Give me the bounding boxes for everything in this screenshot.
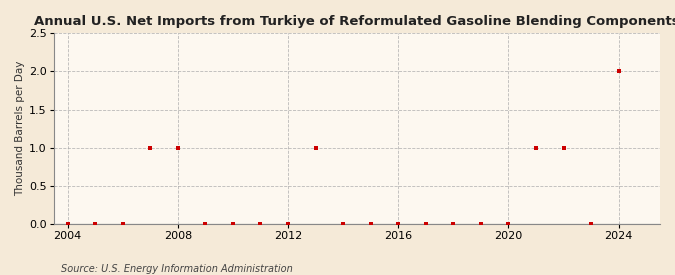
Title: Annual U.S. Net Imports from Turkiye of Reformulated Gasoline Blending Component: Annual U.S. Net Imports from Turkiye of … [34, 15, 675, 28]
Y-axis label: Thousand Barrels per Day: Thousand Barrels per Day [15, 61, 25, 196]
Text: Source: U.S. Energy Information Administration: Source: U.S. Energy Information Administ… [61, 264, 292, 274]
